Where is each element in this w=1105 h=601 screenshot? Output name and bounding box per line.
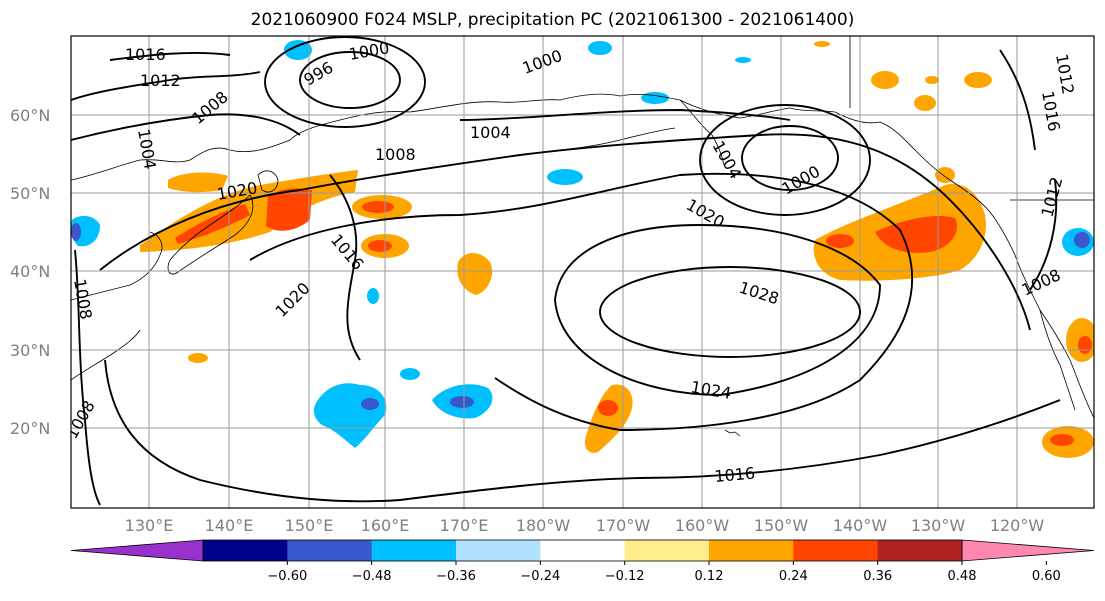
colorbar-tick-label: 0.12 — [695, 569, 724, 584]
precip-shading — [71, 40, 1094, 458]
colorbar-tick-label: −0.60 — [267, 569, 307, 584]
precip-area — [925, 76, 939, 84]
precip-area — [547, 169, 583, 185]
precip-area — [914, 95, 936, 111]
colorbar-segment — [793, 540, 879, 561]
precip-area — [450, 396, 474, 408]
precip-area — [584, 384, 633, 453]
colorbar-tick-label: 0.36 — [863, 569, 892, 584]
precip-area — [935, 167, 955, 183]
precip-area — [735, 57, 751, 63]
lon-label: 150°E — [285, 516, 334, 535]
isobars — [71, 36, 1061, 506]
precip-area — [168, 172, 228, 193]
precip-area — [1074, 232, 1090, 248]
colorbar-frame — [202, 539, 963, 562]
colorbar-segment — [540, 540, 626, 561]
isobar — [99, 133, 1031, 331]
colorbar-tick-label: −0.12 — [605, 569, 645, 584]
precip-area — [641, 92, 669, 104]
colorbar-segment — [203, 540, 288, 561]
colorbar-tick-label: 0.24 — [779, 569, 808, 584]
lon-label: 120°W — [990, 516, 1045, 535]
lon-label: 140°W — [833, 516, 888, 535]
isobar — [599, 266, 861, 358]
isobar — [264, 36, 426, 128]
precip-area — [368, 240, 392, 252]
precip-area — [362, 201, 394, 213]
lat-label: 20°N — [10, 419, 50, 438]
lon-label: 160°E — [361, 516, 410, 535]
precip-area — [1078, 336, 1092, 354]
lat-label: 50°N — [10, 184, 50, 203]
lat-label: 60°N — [10, 106, 50, 125]
colorbar-ticks: −0.60 −0.48 −0.36 −0.24 −0.12 0.12 0.24 0.36 0.4… — [267, 561, 1061, 584]
precip-area — [964, 72, 992, 88]
map-title: 2021060900 F024 MSLP, precipitation PC (… — [250, 10, 855, 30]
precip-area — [588, 41, 612, 55]
colorbar-tick-label: 0.60 — [1032, 569, 1061, 584]
lon-label: 150°W — [754, 516, 809, 535]
precip-area — [598, 400, 618, 416]
colorbar-segment — [709, 540, 794, 561]
precip-area — [367, 288, 379, 304]
colorbar-segment — [624, 540, 710, 561]
precip-area — [188, 353, 208, 363]
precip-area — [871, 71, 899, 89]
lon-label: 130°E — [125, 516, 174, 535]
lon-label: 180°W — [516, 516, 571, 535]
precip-area — [457, 253, 493, 295]
coastlines — [71, 36, 1094, 437]
colorbar-tick-label: −0.48 — [352, 569, 392, 584]
longitude-labels: 130°E 140°E 150°E 160°E 170°E 180°W 170°… — [125, 516, 1045, 535]
lat-label: 30°N — [10, 341, 50, 360]
lon-label: 160°W — [675, 516, 730, 535]
isobar — [554, 224, 881, 396]
map-border — [70, 35, 1095, 509]
precip-area — [175, 204, 250, 244]
latitude-labels: 60°N 50°N 40°N 30°N 20°N — [10, 106, 50, 438]
colorbar-extend-low — [70, 539, 204, 562]
precip-area — [71, 223, 81, 241]
precip-area — [1050, 434, 1074, 446]
isobar-label: 1004 — [470, 123, 511, 142]
colorbar-tick-label: 0.48 — [948, 569, 977, 584]
isobar — [104, 359, 1061, 503]
colorbar-segment — [456, 540, 541, 561]
lon-label: 170°E — [440, 516, 489, 535]
precip-area — [814, 41, 830, 47]
colorbar-tick-label: −0.36 — [436, 569, 476, 584]
precip-area — [284, 40, 312, 60]
isobar-label: 1016 — [125, 45, 166, 64]
colorbar-tick-label: −0.24 — [520, 569, 560, 584]
isobar — [741, 125, 839, 191]
lon-label: 170°W — [596, 516, 651, 535]
isobar-label: 1012 — [140, 71, 181, 90]
lon-label: 140°E — [205, 516, 254, 535]
isobar-label: 1016 — [714, 464, 756, 486]
isobar — [699, 104, 871, 216]
colorbar-extend-high — [961, 539, 1095, 562]
isobar — [249, 172, 914, 431]
colorbar — [70, 539, 1095, 562]
precip-area — [826, 234, 854, 248]
colorbar-segment — [371, 540, 457, 561]
colorbar-segment — [287, 540, 373, 561]
colorbar-segment — [877, 540, 963, 561]
precip-area — [400, 368, 420, 380]
lon-label: 130°W — [911, 516, 966, 535]
isobar — [299, 51, 401, 109]
lat-label: 40°N — [10, 262, 50, 281]
precip-area — [361, 398, 379, 410]
precip-area — [266, 188, 312, 231]
isobar-label: 1008 — [375, 145, 416, 164]
